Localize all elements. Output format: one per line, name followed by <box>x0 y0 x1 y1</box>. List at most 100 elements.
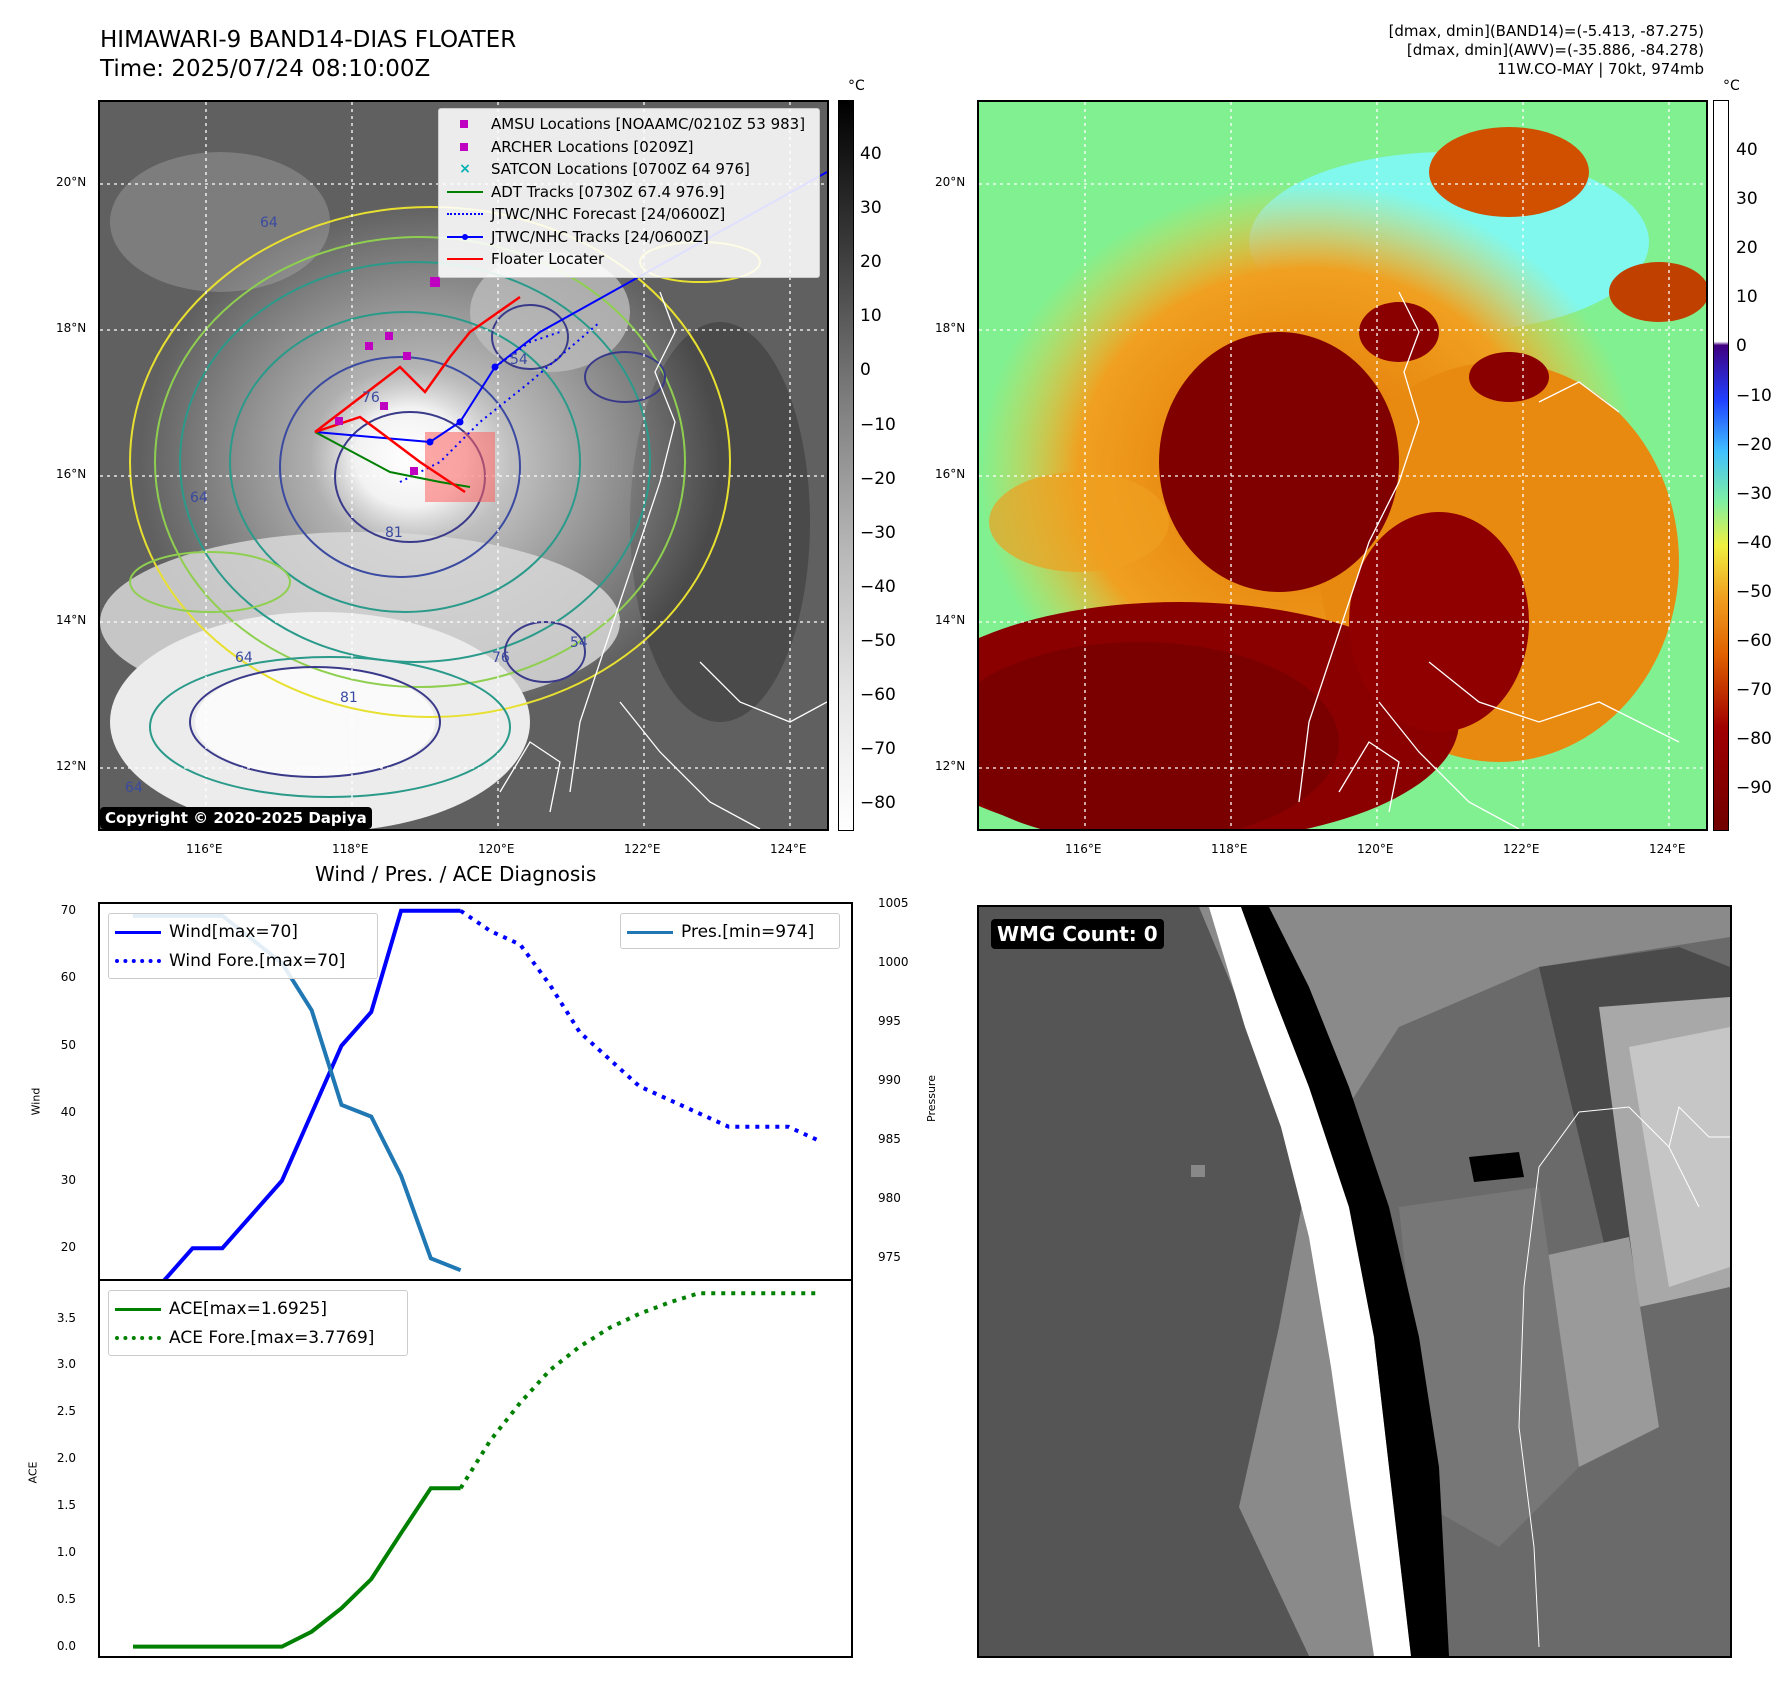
colorbar-tick: −20 <box>860 468 896 489</box>
axis-tick-label: 30 <box>60 1172 76 1187</box>
wmg-image <box>979 907 1730 1656</box>
legend-item-jtwc-forecast: JTWC/NHC Forecast [24/0600Z] <box>447 203 811 226</box>
line-dot-marker-icon <box>447 232 483 242</box>
dotted-line-icon <box>447 209 483 219</box>
colorbar-tick: −10 <box>1736 385 1772 406</box>
axis-tick-label: 20 <box>60 1240 76 1255</box>
ace-axis-label: ACE <box>26 1461 40 1484</box>
axis-tick-label: 990 <box>878 1073 901 1088</box>
colorbar-tick: −50 <box>1736 581 1772 602</box>
legend-label: Wind[max=70] <box>169 921 298 942</box>
lat-tick: 12°N <box>56 759 87 773</box>
colorbar-tick: 0 <box>860 360 871 381</box>
legend-item-jtwc-tracks: JTWC/NHC Tracks [24/0600Z] <box>447 226 811 249</box>
legend-item-ace-forecast: ACE Fore.[max=3.7769] <box>115 1323 401 1352</box>
title-line-1: HIMAWARI-9 BAND14-DIAS FLOATER <box>100 27 517 53</box>
contour-label: 64 <box>190 490 208 506</box>
left-colorbar-unit: °C <box>848 78 865 94</box>
axis-tick-label: 980 <box>878 1191 901 1206</box>
lon-tick: 124°E <box>1649 842 1686 856</box>
axis-tick-label: 2.0 <box>56 1451 76 1466</box>
axis-tick-label: 985 <box>878 1132 901 1147</box>
colorbar-tick: −30 <box>860 522 896 543</box>
ace-plot <box>133 1291 818 1649</box>
line-marker-icon <box>115 1304 161 1314</box>
lon-tick: 120°E <box>1357 842 1394 856</box>
legend-item-pressure: Pres.[min=974] <box>627 917 833 946</box>
legend-item-satcon: × SATCON Locations [0700Z 64 976] <box>447 158 811 181</box>
copyright-badge: Copyright © 2020-2025 Dapiya <box>100 807 372 829</box>
info-line-3: 11W.CO-MAY | 70kt, 974mb <box>1497 60 1704 78</box>
axis-tick-label: 1.5 <box>56 1498 76 1512</box>
lat-tick: 16°N <box>935 467 966 481</box>
legend-item-archer: ARCHER Locations [0209Z] <box>447 136 811 159</box>
contour-label: 76 <box>362 390 380 406</box>
colorbar-tick: −60 <box>860 685 896 705</box>
axis-tick-label: 0.0 <box>56 1638 76 1653</box>
contour-label: 54 <box>570 635 588 651</box>
wind-legend: Wind[max=70] Wind Fore.[max=70] <box>108 913 378 979</box>
series-line <box>458 1291 818 1490</box>
contour-label: 64 <box>235 650 253 666</box>
legend-item-ace: ACE[max=1.6925] <box>115 1294 401 1323</box>
colorbar-tick: −50 <box>860 630 896 651</box>
series-line <box>459 909 819 1143</box>
diagnosis-title: Wind / Pres. / ACE Diagnosis <box>315 862 597 886</box>
wmg-panel: WMG Count: 0 <box>977 905 1732 1658</box>
wind-axis-label: Wind <box>29 1087 43 1116</box>
lat-tick: 14°N <box>935 613 966 627</box>
legend-label: Wind Fore.[max=70] <box>169 950 346 971</box>
pressure-axis-label: Pressure <box>924 1075 938 1122</box>
axis-tick-label: 50 <box>60 1037 76 1052</box>
right-colorbar-unit: °C <box>1723 78 1740 94</box>
legend-label: ACE[max=1.6925] <box>169 1298 327 1319</box>
axis-tick-label: 995 <box>878 1014 901 1029</box>
axis-tick-label: 70 <box>60 902 76 917</box>
legend-label: ACE Fore.[max=3.7769] <box>169 1327 375 1348</box>
contour-label: 81 <box>385 525 403 541</box>
legend-item-adt: ADT Tracks [0730Z 67.4 976.9] <box>447 181 811 204</box>
left-colorbar <box>838 100 854 831</box>
chart-title: HIMAWARI-9 BAND14-DIAS FLOATER Time: 202… <box>100 26 516 84</box>
legend-label: SATCON Locations [0700Z 64 976] <box>491 160 750 179</box>
lon-tick: 116°E <box>186 842 223 856</box>
title-line-2: Time: 2025/07/24 08:10:00Z <box>100 56 431 82</box>
wmg-count-badge: WMG Count: 0 <box>991 919 1164 949</box>
lon-tick: 118°E <box>332 842 369 856</box>
contour-label: 54 <box>510 352 528 368</box>
wind-pressure-chart <box>98 902 853 1281</box>
legend-label: ADT Tracks [0730Z 67.4 976.9] <box>491 182 725 201</box>
lon-tick: 124°E <box>770 842 807 856</box>
axis-tick-label: 975 <box>878 1250 901 1265</box>
axis-tick-label: 3.0 <box>56 1357 76 1372</box>
colorbar-tick: 20 <box>860 252 882 273</box>
lon-tick: 116°E <box>1065 842 1102 856</box>
legend-label: Floater Locater <box>491 250 605 269</box>
lat-tick: 18°N <box>56 321 87 335</box>
colorbar-tick: −70 <box>1736 680 1772 701</box>
lon-tick: 122°E <box>1503 842 1540 856</box>
line-marker-icon <box>627 927 673 937</box>
right-ir-map <box>977 100 1708 831</box>
colorbar-tick: −60 <box>1736 631 1772 651</box>
right-map-image <box>979 102 1706 829</box>
legend-item-wind: Wind[max=70] <box>115 917 371 946</box>
dotted-line-icon <box>115 956 161 966</box>
axis-tick-label: 0.5 <box>56 1591 76 1606</box>
contour-label: 64 <box>260 215 278 231</box>
series-line <box>133 1486 461 1649</box>
lon-tick: 118°E <box>1211 842 1248 856</box>
colorbar-tick: 10 <box>1736 287 1758 308</box>
lat-tick: 20°N <box>935 175 966 189</box>
dotted-line-icon <box>115 1333 161 1343</box>
colorbar-tick: 30 <box>1736 189 1758 210</box>
lat-tick: 16°N <box>56 467 87 481</box>
lat-tick: 14°N <box>56 613 87 627</box>
map-legend: AMSU Locations [NOAAMC/0210Z 53 983] ARC… <box>438 108 820 278</box>
ace-chart <box>98 1279 853 1658</box>
axis-tick-label: 40 <box>60 1105 76 1120</box>
lat-tick: 20°N <box>56 175 87 189</box>
legend-item-floater: Floater Locater <box>447 248 811 271</box>
contour-label: 81 <box>340 690 358 706</box>
colorbar-tick: −10 <box>860 414 896 435</box>
